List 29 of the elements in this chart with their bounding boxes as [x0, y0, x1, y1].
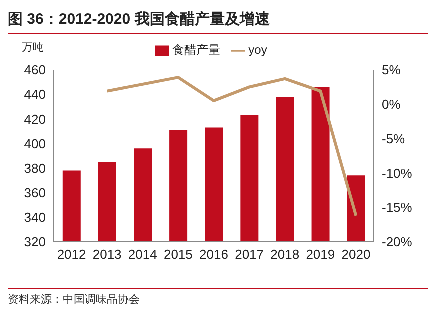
y-tick-label: 400	[24, 136, 46, 152]
y-axis-title: 万吨	[22, 41, 44, 55]
y2-tick-label: -15%	[382, 200, 413, 216]
y-tick-label: 340	[24, 210, 46, 226]
y-tick-label: 440	[24, 87, 46, 102]
chart-title: 图 36：2012-2020 我国食醋产量及增速	[8, 8, 428, 34]
x-tick-label: 2019	[306, 247, 336, 262]
x-tick-label: 2012	[57, 247, 86, 262]
x-tick-label: 2017	[235, 247, 264, 262]
y-tick-label: 360	[24, 185, 46, 200]
legend-label: yoy	[248, 43, 268, 57]
y-tick-label: 380	[24, 160, 46, 176]
y2-tick-label: -10%	[382, 166, 413, 181]
y-tick-label: 460	[24, 62, 46, 78]
y2-tick-label: 0%	[382, 97, 402, 112]
x-tick-label: 2013	[92, 247, 122, 262]
x-tick-label: 2018	[270, 247, 300, 262]
y2-tick-label: 5%	[382, 62, 402, 78]
text: 资料来源：中国调味品协会	[8, 293, 141, 307]
y-tick-label: 420	[24, 112, 46, 127]
x-tick-label: 2015	[164, 247, 193, 262]
x-tick-label: 2016	[200, 247, 228, 262]
y-tick-label: 320	[24, 234, 46, 250]
y2-tick-label: -20%	[382, 234, 413, 250]
line-series	[106, 76, 358, 218]
x-tick-label: 2020	[342, 247, 371, 262]
legend-label: 食醋产量	[172, 43, 221, 57]
x-tick-label: 2014	[128, 247, 158, 262]
y2-tick-label: -5%	[382, 131, 406, 146]
